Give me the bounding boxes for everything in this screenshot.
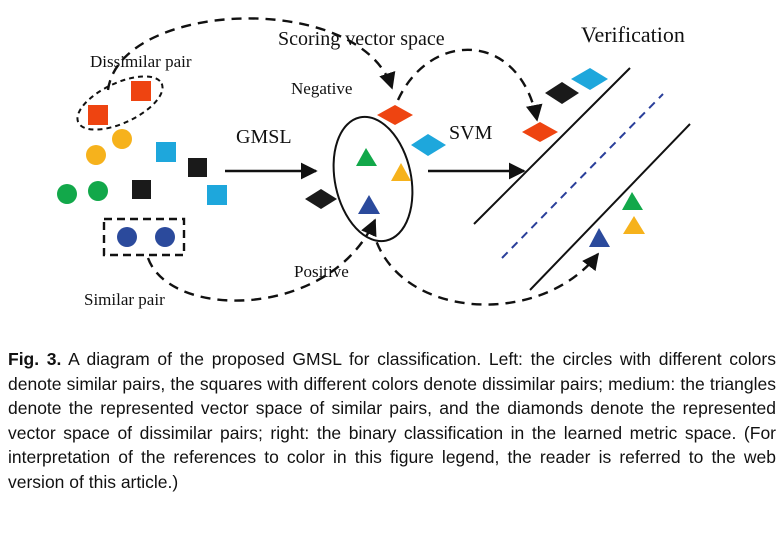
positive-label: Positive [294, 262, 349, 281]
similar-pair-label: Similar pair [84, 290, 165, 309]
navy-triangle [589, 228, 610, 247]
black-square [132, 180, 151, 199]
black-diamond [545, 82, 579, 104]
green-triangle [622, 192, 643, 210]
dashed-arrow-negative-to-verification [396, 48, 543, 122]
scoring-vector-space-label: Scoring vector space [278, 28, 445, 50]
navy-triangle [358, 195, 380, 214]
scoring-space-ellipse [332, 115, 414, 243]
navy-circle [117, 227, 137, 247]
yellow-triangle [391, 163, 411, 181]
svm-label: SVM [449, 122, 493, 144]
cyan-square [156, 142, 176, 162]
cyan-diamond [571, 68, 608, 90]
verification-line-lower [529, 123, 691, 291]
green-circle [88, 181, 108, 201]
red-diamond [522, 122, 558, 142]
gmsl-label: GMSL [236, 126, 292, 148]
dissimilar-pair-ellipse [76, 75, 164, 131]
yellow-triangle [623, 216, 645, 234]
figure-label: Fig. 3. [8, 349, 62, 369]
black-square [188, 158, 207, 177]
cyan-diamond [411, 134, 446, 156]
red-diamond [377, 105, 413, 125]
dashed-arrow-positive-to-verification [370, 225, 600, 306]
yellow-circle [112, 129, 132, 149]
verification-line-dashed [501, 93, 664, 259]
navy-circle [155, 227, 175, 247]
green-triangle [356, 148, 377, 166]
gmsl-diagram: Dissimilar pair Similar pair Scoring vec… [57, 17, 691, 309]
cyan-square [207, 185, 227, 205]
caption-text: A diagram of the proposed GMSL for class… [8, 349, 776, 492]
black-diamond [305, 189, 337, 209]
red-square [131, 81, 151, 101]
red-square [88, 105, 108, 125]
dissimilar-pair-label: Dissimilar pair [90, 52, 192, 71]
figure-caption: Fig. 3. A diagram of the proposed GMSL f… [8, 347, 776, 494]
yellow-circle [86, 145, 106, 165]
dashed-arrow-similar-to-positive [146, 218, 377, 302]
similar-pair-box [102, 217, 186, 257]
green-circle [57, 184, 77, 204]
dashed-arrow-top-arc [106, 17, 396, 91]
verification-label: Verification [581, 22, 685, 47]
verification-line-upper [473, 67, 631, 225]
negative-label: Negative [291, 79, 352, 98]
